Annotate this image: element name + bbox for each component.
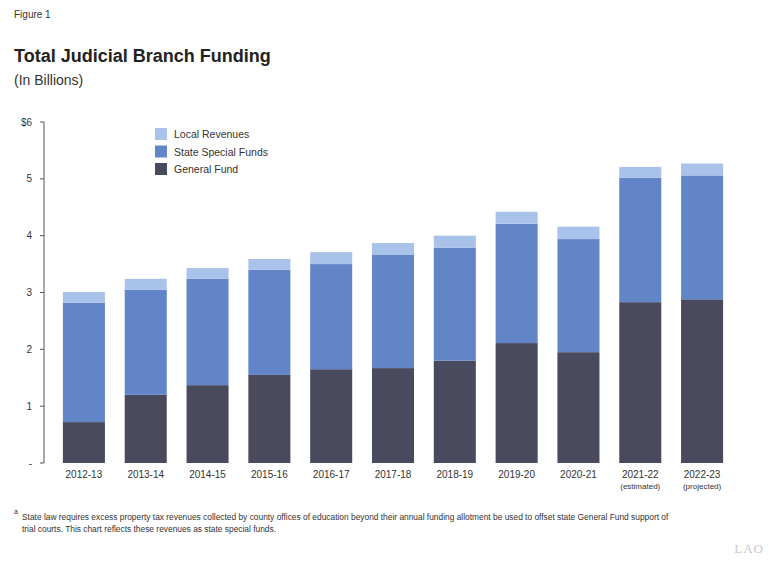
figure-label: Figure 1 [14, 9, 51, 20]
legend-label: Local Revenues [174, 128, 249, 140]
bar [496, 343, 538, 463]
legend-swatch [155, 128, 167, 140]
bar [187, 385, 229, 463]
bar [557, 239, 599, 352]
bar [187, 279, 229, 385]
y-tick [40, 292, 44, 293]
bar [125, 279, 167, 290]
x-tick-label-line: 2013-14 [127, 469, 164, 480]
bar [310, 369, 352, 463]
x-tick-label: 2018-19 [436, 469, 473, 480]
bar [63, 303, 105, 422]
x-tick-label: 2021-22 (estimated) [620, 469, 660, 491]
bar [248, 259, 290, 270]
y-tick [40, 178, 44, 179]
bar [372, 368, 414, 463]
bar [310, 252, 352, 264]
bar [619, 302, 661, 463]
logo: LAO [734, 541, 764, 556]
bar [125, 395, 167, 463]
y-tick-label: 2 [26, 344, 32, 355]
legend-label: State Special Funds [174, 146, 268, 158]
bar [681, 299, 723, 463]
bar [248, 375, 290, 463]
background [0, 0, 780, 565]
x-tick-label: 2019-20 [498, 469, 535, 480]
y-tick-label: 4 [26, 230, 32, 241]
bar [496, 224, 538, 343]
x-tick-label-line: 2015-16 [251, 469, 288, 480]
x-tick-label: 2020-21 [560, 469, 597, 480]
bar [434, 361, 476, 463]
bar [125, 290, 167, 395]
y-tick-label: - [29, 458, 32, 469]
y-tick [40, 122, 44, 123]
y-tick-label: 1 [26, 401, 32, 412]
bar [248, 270, 290, 375]
bar [557, 352, 599, 463]
bar [681, 163, 723, 175]
legend: Local Revenues State Special Funds General… [155, 128, 268, 175]
subtitle: (In Billions) [14, 72, 83, 88]
y-tick [40, 235, 44, 236]
x-tick-label: 2022-23 (projected) [683, 469, 722, 491]
bar [557, 227, 599, 240]
legend-swatch [155, 146, 167, 158]
bar [372, 255, 414, 368]
x-tick-label: 2013-14 [127, 469, 164, 480]
x-tick-label-line: (estimated) [620, 482, 660, 491]
x-tick-label: 2016-17 [313, 469, 350, 480]
x-tick-label-line: 2020-21 [560, 469, 597, 480]
bar [434, 248, 476, 361]
legend-label: General Fund [174, 163, 238, 175]
y-tick-label: $6 [21, 117, 33, 128]
bar [372, 243, 414, 255]
x-tick-label-line: 2022-23 [684, 469, 721, 480]
x-tick-label-line: 2016-17 [313, 469, 350, 480]
x-tick-label-line: 2018-19 [436, 469, 473, 480]
title: Total Judicial Branch Funding [14, 46, 271, 66]
x-tick-label: 2012-13 [66, 469, 103, 480]
bar [619, 178, 661, 302]
x-tick-label: 2014-15 [189, 469, 226, 480]
footnote-marker: a [14, 508, 18, 515]
x-tick-label-line: 2021-22 [622, 469, 659, 480]
bar [63, 292, 105, 303]
footnote: trial courts. This chart reflects these … [22, 524, 276, 534]
y-tick [40, 463, 44, 464]
y-tick [40, 406, 44, 407]
bar [619, 167, 661, 178]
footnote: State law requires excess property tax r… [22, 512, 669, 522]
bar [681, 175, 723, 299]
y-tick [40, 349, 44, 350]
x-tick-label-line: 2014-15 [189, 469, 226, 480]
legend-swatch [155, 163, 167, 175]
y-tick-label: 3 [26, 287, 32, 298]
x-tick-label-line: (projected) [683, 482, 722, 491]
bar [310, 264, 352, 369]
x-tick-label: 2017-18 [375, 469, 412, 480]
bars [63, 163, 723, 463]
bar [496, 212, 538, 224]
y-tick-label: 5 [26, 173, 32, 184]
chart: Figure 1 Total Judicial Branch Funding (In… [0, 0, 780, 565]
bar [187, 268, 229, 279]
x-tick-label-line: 2012-13 [66, 469, 103, 480]
bar [63, 422, 105, 463]
x-tick-label-line: 2017-18 [375, 469, 412, 480]
x-tick-label: 2015-16 [251, 469, 288, 480]
bar [434, 236, 476, 248]
x-tick-label-line: 2019-20 [498, 469, 535, 480]
